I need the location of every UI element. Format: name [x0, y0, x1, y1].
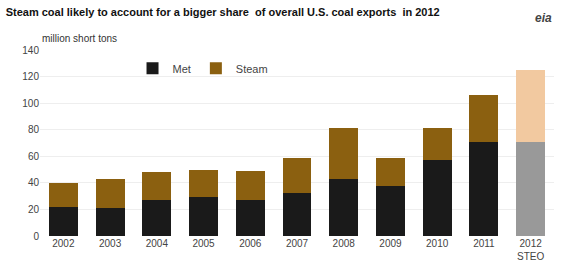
svg-text:100: 100	[22, 98, 39, 109]
svg-text:120: 120	[22, 71, 39, 82]
svg-text:2012STEO: 2012STEO	[517, 238, 544, 262]
svg-text:60: 60	[28, 151, 40, 162]
svg-text:140: 140	[22, 45, 39, 56]
svg-text:20: 20	[28, 204, 40, 215]
svg-text:2007: 2007	[286, 238, 309, 249]
svg-text:million short tons: million short tons	[42, 33, 117, 44]
svg-text:2011: 2011	[473, 238, 495, 249]
svg-text:2003: 2003	[99, 238, 122, 249]
svg-text:eia: eia	[535, 11, 552, 25]
svg-text:2010: 2010	[426, 238, 449, 249]
svg-text:2005: 2005	[192, 238, 215, 249]
svg-text:2008: 2008	[333, 238, 356, 249]
svg-text:0: 0	[33, 231, 39, 242]
svg-text:Steam coal likely to account f: Steam coal likely to account for a bigge…	[6, 6, 440, 18]
svg-text:2009: 2009	[379, 238, 402, 249]
svg-text:40: 40	[28, 177, 40, 188]
svg-text:80: 80	[28, 124, 40, 135]
svg-text:2002: 2002	[52, 238, 75, 249]
svg-text:Steam: Steam	[236, 63, 268, 75]
svg-text:Met: Met	[173, 63, 191, 75]
svg-text:2004: 2004	[146, 238, 169, 249]
svg-text:2006: 2006	[239, 238, 262, 249]
